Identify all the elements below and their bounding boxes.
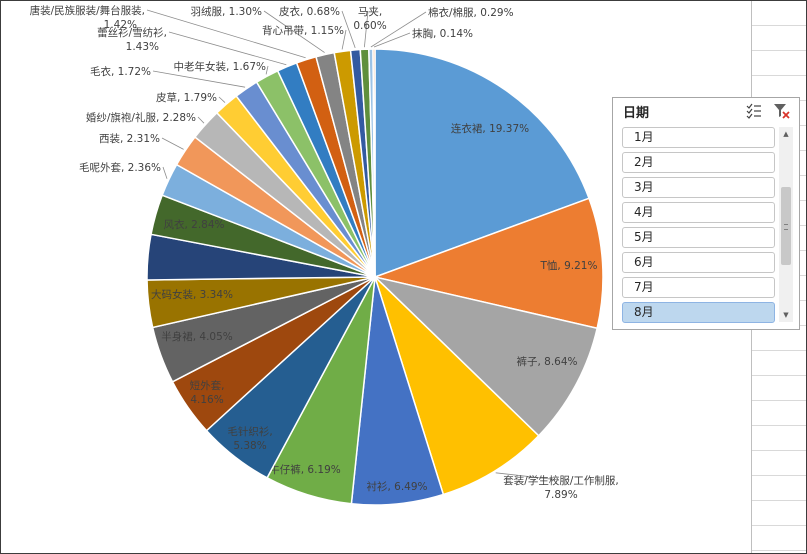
slicer-title: 日期 [623, 106, 650, 121]
clear-filter-icon[interactable] [773, 102, 791, 120]
leader-line [495, 472, 560, 481]
pie-slice[interactable] [372, 48, 376, 278]
pie-slice[interactable] [372, 197, 604, 330]
data-label: 皮衣, 0.68% [279, 5, 340, 18]
scroll-thumb[interactable] [781, 187, 791, 265]
slicer-item[interactable]: 2月 [622, 152, 775, 173]
data-label: 衬衫, 6.49% [366, 480, 427, 493]
data-label-value: 0.60% [353, 20, 386, 32]
data-label-value: 7.89% [544, 489, 577, 501]
leader-line [162, 166, 168, 179]
data-label: 马夹, [358, 5, 382, 18]
data-label-value: 1.42% [104, 19, 137, 31]
leader-line [364, 10, 369, 48]
pie-slice[interactable] [374, 276, 540, 496]
leader-line [341, 29, 347, 50]
data-label-value: 1.43% [126, 41, 159, 53]
slicer-item[interactable]: 8月 [622, 302, 775, 323]
data-label: 风衣, 2.84% [163, 218, 224, 231]
leader-line [152, 70, 246, 88]
multi-select-icon[interactable] [745, 102, 763, 120]
leader-line [265, 65, 269, 75]
data-label: 半身裙, 4.05% [161, 330, 233, 343]
leader-line [161, 137, 184, 150]
data-label: 毛针织衫, [227, 425, 272, 438]
slicer-item-list: 1月 2月 3月 4月 5月 6月 7月 8月 [622, 127, 775, 327]
data-label: 套装/学生校服/工作制服, [503, 474, 618, 487]
data-label: 大码女装, 3.34% [151, 288, 233, 301]
data-label: 皮草, 1.79% [156, 91, 217, 104]
pie-slice[interactable] [372, 275, 599, 437]
leader-line [146, 9, 306, 59]
data-label: 短外套, [190, 379, 225, 392]
data-label: 婚纱/旗袍/礼服, 2.28% [86, 111, 196, 124]
data-label: T恤, 9.21% [540, 259, 598, 272]
data-label: 背心吊带, 1.15% [262, 24, 344, 37]
leader-line [263, 10, 325, 53]
slicer-item[interactable]: 7月 [622, 277, 775, 298]
data-label: 毛呢外套, 2.36% [79, 161, 161, 174]
data-label: 中老年女装, 1.67% [173, 60, 266, 73]
slicer-item[interactable]: 6月 [622, 252, 775, 273]
slicer-item[interactable]: 3月 [622, 177, 775, 198]
data-label: 抹胸, 0.14% [412, 27, 473, 40]
data-label: 裤子, 8.64% [516, 355, 577, 368]
leader-line [341, 10, 356, 49]
slicer-header: 日期 [613, 98, 799, 124]
leader-line [197, 116, 205, 124]
slicer-scrollbar[interactable]: ▲ ▼ [779, 127, 793, 322]
scroll-down-icon[interactable]: ▼ [783, 311, 789, 319]
leader-line [218, 96, 226, 103]
date-slicer[interactable]: 日期 1月 2月 3月 4月 5月 6月 7月 8月 ▲ ▼ [612, 97, 800, 330]
data-label: 蕾丝衫/雪纺衫, [97, 26, 167, 39]
data-label-value: 4.16% [190, 394, 223, 406]
slicer-item[interactable]: 4月 [622, 202, 775, 223]
slicer-item[interactable]: 5月 [622, 227, 775, 248]
leader-line [373, 32, 411, 48]
slicer-item[interactable]: 1月 [622, 127, 775, 148]
data-label: 羽绒服, 1.30% [190, 5, 262, 18]
data-label-value: 5.38% [233, 440, 266, 452]
data-label: 毛衣, 1.72% [90, 65, 151, 78]
pie-slice[interactable] [374, 48, 590, 279]
data-label: 西装, 2.31% [99, 132, 160, 145]
grip-icon [784, 224, 788, 230]
leader-line [370, 11, 427, 48]
data-label: 棉衣/棉服, 0.29% [428, 6, 514, 19]
scroll-up-icon[interactable]: ▲ [783, 130, 789, 138]
data-label: 唐装/民族服装/舞台服装, [30, 4, 145, 17]
data-label: 牛仔裤, 6.19% [269, 463, 341, 476]
data-label: 连衣裙, 19.37% [451, 122, 529, 135]
pie-chart[interactable]: 连衣裙, 19.37% T恤, 9.21% 裤子, 8.64% 套装/学生校服/工作制… [1, 1, 751, 553]
leader-line [168, 31, 287, 66]
